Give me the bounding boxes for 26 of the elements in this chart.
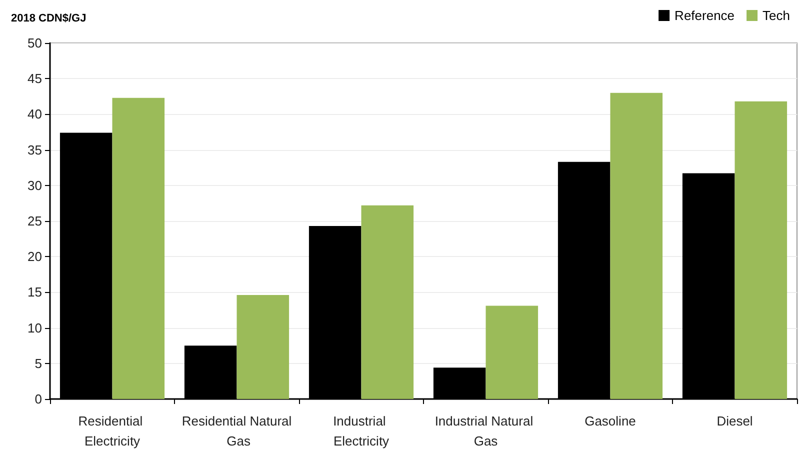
bar bbox=[610, 92, 663, 399]
y-tick-label: 40 bbox=[28, 106, 42, 122]
x-tick-label: Industrial Natural Gas bbox=[434, 414, 537, 448]
bar bbox=[486, 306, 538, 399]
x-tick-label: Residential Electricity bbox=[78, 414, 146, 448]
y-tick-label: 20 bbox=[28, 249, 42, 264]
legend-label: Reference bbox=[674, 8, 735, 23]
bar bbox=[734, 101, 788, 399]
legend-label: Tech bbox=[762, 8, 790, 23]
y-tick-label: 45 bbox=[28, 71, 42, 86]
y-tick-label: 25 bbox=[28, 214, 42, 228]
y-tick-label: 30 bbox=[28, 178, 42, 193]
x-tick-label: Residential Natural Gas bbox=[182, 414, 292, 448]
y-tick-label: 50 bbox=[28, 36, 42, 50]
x-tick-label: Industrial Electricity bbox=[333, 414, 390, 448]
y-tick-label: 10 bbox=[28, 320, 42, 336]
y-tick-label: 35 bbox=[28, 142, 42, 158]
x-tick-label: Diesel bbox=[716, 414, 753, 428]
bar bbox=[361, 205, 414, 399]
y-tick-label: 0 bbox=[34, 392, 42, 406]
y-tick-label: 5 bbox=[34, 356, 42, 371]
x-tick-label: Gasoline bbox=[584, 414, 636, 428]
bar bbox=[236, 295, 290, 399]
y-tick-label: 15 bbox=[28, 284, 42, 300]
bar bbox=[112, 98, 165, 399]
y-axis-title: 2018 CDN$/GJ bbox=[11, 12, 86, 24]
